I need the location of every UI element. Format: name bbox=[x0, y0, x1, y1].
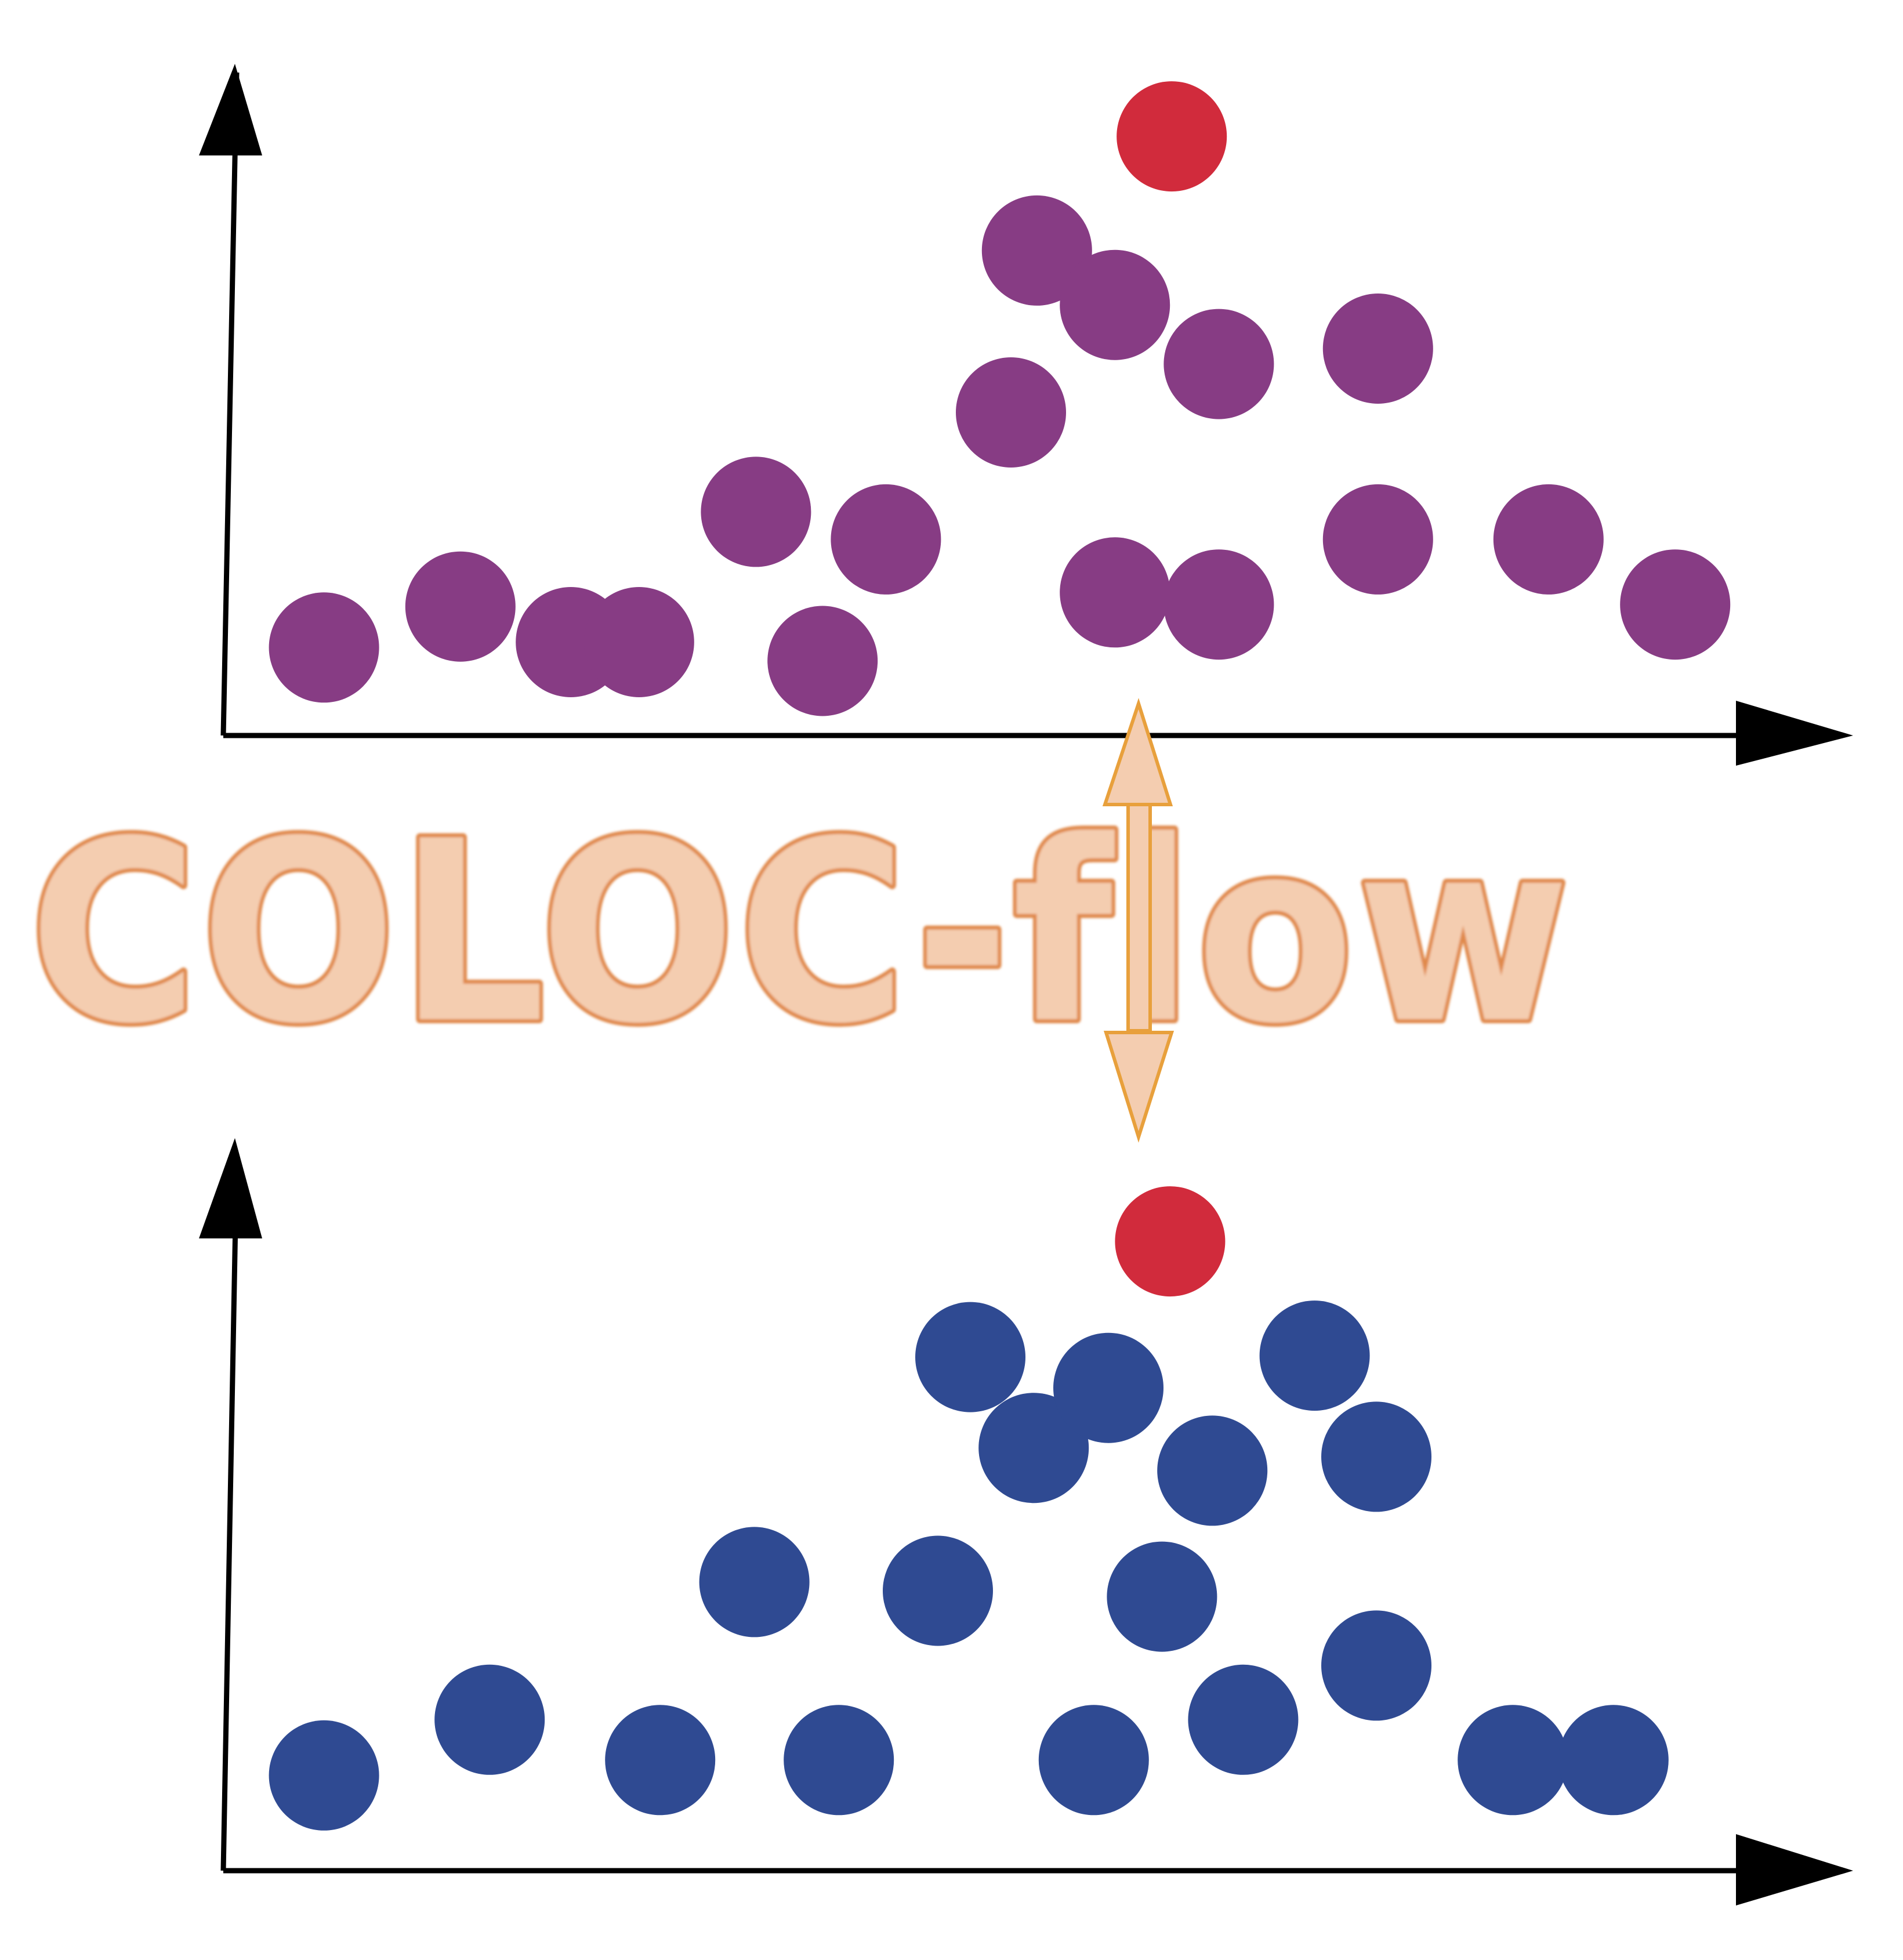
bottom-data-point bbox=[1053, 1332, 1163, 1443]
bottom-data-point bbox=[699, 1527, 810, 1637]
top-data-point bbox=[1060, 249, 1170, 360]
bottom-data-point bbox=[1157, 1415, 1268, 1526]
top-x-axis-arrowhead bbox=[1736, 701, 1853, 766]
top-data-point bbox=[701, 457, 811, 567]
bottom-axes bbox=[199, 1138, 1853, 1905]
bottom-data-point bbox=[1038, 1705, 1149, 1816]
bottom-data-point bbox=[1107, 1541, 1217, 1652]
top-data-point bbox=[583, 587, 694, 697]
top-data-point bbox=[767, 606, 878, 716]
bottom-data-point bbox=[1321, 1610, 1431, 1721]
top-axes bbox=[199, 64, 1853, 766]
bottom-y-axis bbox=[220, 1160, 240, 1871]
bottom-data-point bbox=[1321, 1401, 1431, 1512]
top-data-point bbox=[1163, 309, 1274, 419]
top-y-axis bbox=[220, 72, 240, 736]
top-data-point bbox=[831, 484, 941, 595]
top-data-point bbox=[956, 357, 1066, 468]
bottom-data-point bbox=[1259, 1300, 1370, 1411]
bottom-y-axis-arrowhead bbox=[199, 1138, 262, 1238]
bottom-data-point bbox=[1458, 1705, 1568, 1816]
top-data-point bbox=[1493, 484, 1604, 595]
bottom-data-point bbox=[605, 1705, 716, 1816]
bottom-data-point bbox=[883, 1535, 993, 1646]
top-data-point bbox=[1322, 484, 1433, 595]
bottom-scatter-plot bbox=[199, 1138, 1853, 1905]
top-scatter-plot bbox=[199, 64, 1853, 766]
top-data-point bbox=[405, 551, 516, 662]
top-y-axis-arrowhead bbox=[199, 64, 262, 155]
double-arrow-connector bbox=[1102, 698, 1175, 1143]
top-data-point bbox=[1060, 537, 1170, 648]
top-data-point bbox=[1620, 549, 1731, 660]
top-highlight-point bbox=[1117, 81, 1227, 192]
bottom-x-axis-arrowhead bbox=[1736, 1834, 1853, 1905]
bottom-data-point bbox=[269, 1720, 379, 1831]
bottom-data-point bbox=[434, 1664, 545, 1775]
top-data-point bbox=[981, 195, 1092, 306]
bottom-data-points bbox=[269, 1186, 1669, 1831]
connector-up-arrowhead bbox=[1102, 698, 1173, 806]
bottom-highlight-point bbox=[1115, 1186, 1226, 1297]
coloc-flow-title: COLOC-flow bbox=[29, 788, 1572, 1078]
bottom-data-point bbox=[1188, 1664, 1299, 1775]
top-data-points bbox=[269, 81, 1731, 716]
connector-down-arrowhead bbox=[1103, 1031, 1175, 1143]
top-data-point bbox=[269, 592, 379, 703]
bottom-data-point bbox=[784, 1705, 894, 1816]
connector-shaft bbox=[1126, 803, 1152, 1032]
bottom-data-point bbox=[915, 1302, 1025, 1412]
top-data-point bbox=[1163, 549, 1274, 660]
bottom-data-point bbox=[978, 1393, 1089, 1503]
top-data-point bbox=[1322, 294, 1433, 404]
bottom-data-point bbox=[1558, 1705, 1669, 1816]
